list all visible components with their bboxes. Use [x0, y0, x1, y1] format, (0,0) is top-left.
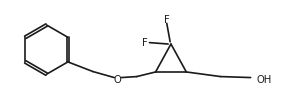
Text: F: F: [142, 38, 147, 48]
Text: OH: OH: [256, 75, 272, 85]
Text: O: O: [114, 75, 122, 85]
Text: F: F: [164, 15, 169, 25]
